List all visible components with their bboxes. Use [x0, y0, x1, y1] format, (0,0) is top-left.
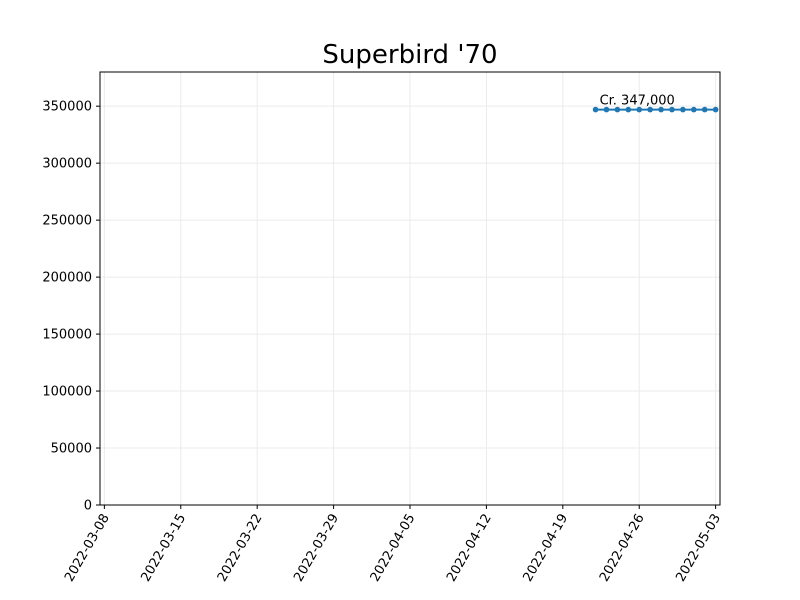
- y-tick-label: 150000: [42, 328, 92, 343]
- grid-lines: [100, 72, 720, 506]
- x-tick-label: 2022-03-08: [62, 512, 113, 585]
- data-point: [701, 106, 708, 113]
- data-point: [625, 106, 632, 113]
- x-axis: 2022-03-08 2022-03-15 2022-03-22 2022-03-29…: [62, 505, 724, 584]
- y-tick-label: 300000: [42, 157, 92, 172]
- data-point: [658, 106, 664, 113]
- data-point: [712, 106, 719, 113]
- x-tick-label: 2022-03-29: [291, 512, 342, 585]
- y-tick-label: 0: [84, 499, 92, 514]
- x-tick-label: 2022-04-19: [521, 512, 572, 585]
- chart-title: Superbird '70: [322, 40, 497, 70]
- data-point: [680, 106, 686, 113]
- y-tick-label: 350000: [42, 100, 92, 115]
- data-point: [691, 106, 697, 113]
- data-point: [614, 106, 621, 113]
- y-tick-label: 250000: [42, 214, 92, 229]
- x-tick-label: 2022-05-03: [673, 512, 724, 585]
- plot-frame: [99, 71, 721, 506]
- x-tick-label: 2022-04-26: [597, 512, 648, 585]
- data-point: [592, 106, 599, 113]
- data-point: [636, 106, 643, 113]
- x-tick-label: 2022-04-12: [444, 512, 495, 585]
- annotation-label: Cr. 347,000: [600, 94, 675, 109]
- y-tick-label: 50000: [51, 442, 92, 457]
- x-tick-label: 2022-04-05: [368, 512, 419, 585]
- y-tick-label: 100000: [42, 385, 92, 400]
- y-tick-label: 200000: [42, 271, 92, 286]
- data-point: [669, 106, 675, 113]
- y-axis: 0 50000 100000 150000 200000 250000 300000 3500…: [42, 100, 100, 514]
- x-tick-label: 2022-03-15: [138, 512, 189, 585]
- x-tick-label: 2022-03-22: [215, 512, 266, 585]
- data-point: [647, 106, 653, 113]
- plot-area: Cr. 347,000: [592, 94, 719, 113]
- data-point: [603, 106, 610, 113]
